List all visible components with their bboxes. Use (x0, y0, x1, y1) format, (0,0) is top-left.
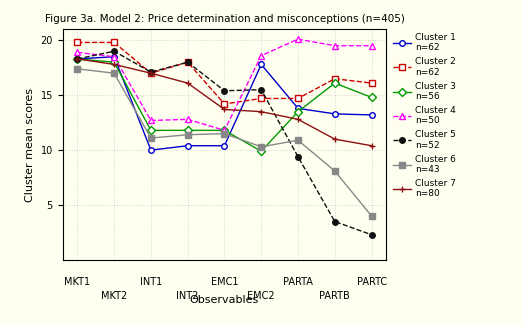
Text: PARTC: PARTC (357, 277, 387, 287)
Y-axis label: Cluster mean scores: Cluster mean scores (25, 88, 35, 202)
Text: INT1: INT1 (140, 277, 162, 287)
Text: MKT1: MKT1 (64, 277, 90, 287)
Text: PARTA: PARTA (283, 277, 313, 287)
X-axis label: Observables: Observables (190, 295, 259, 306)
Legend: Cluster 1
n=62, Cluster 2
n=62, Cluster 3
n=56, Cluster 4
n=50, Cluster 5
n=52, : Cluster 1 n=62, Cluster 2 n=62, Cluster … (389, 29, 459, 202)
Text: PARTB: PARTB (319, 291, 350, 301)
Text: MKT2: MKT2 (101, 291, 127, 301)
Text: EMC2: EMC2 (247, 291, 275, 301)
Text: EMC1: EMC1 (211, 277, 238, 287)
Title: Figure 3a. Model 2: Price determination and misconceptions (n=405): Figure 3a. Model 2: Price determination … (44, 14, 405, 24)
Text: INT2: INT2 (176, 291, 199, 301)
